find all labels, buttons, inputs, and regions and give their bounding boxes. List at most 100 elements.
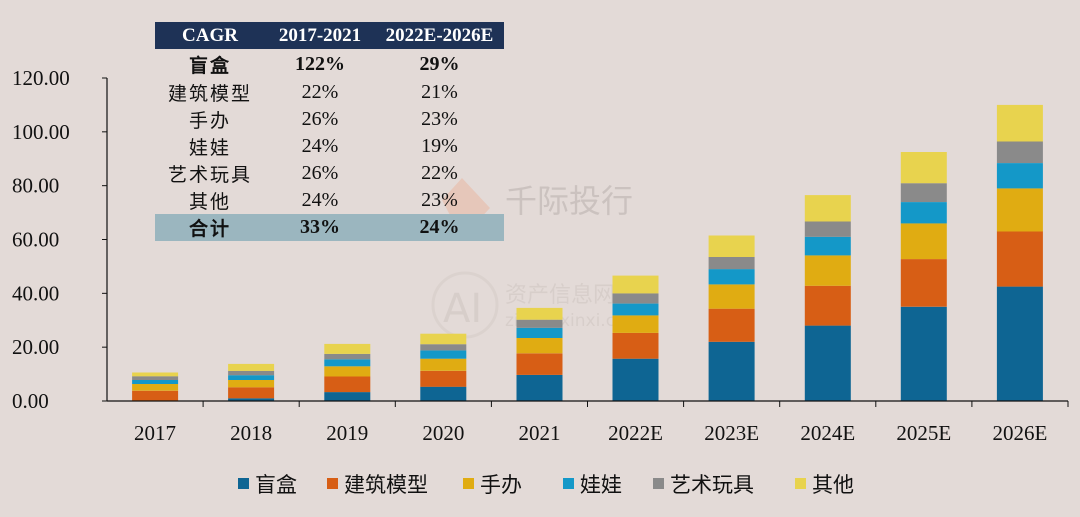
cagr-row-name: 娃娃 xyxy=(188,137,231,159)
bar-segment xyxy=(900,152,947,184)
bar-segment xyxy=(996,286,1043,401)
bar-segment xyxy=(900,306,947,401)
bar-segment xyxy=(804,255,851,286)
bar-segment xyxy=(996,104,1043,142)
bar-segment xyxy=(900,202,947,224)
cagr-row-total: 合计 33% 24% xyxy=(155,214,504,241)
bar-segment xyxy=(420,370,467,387)
bar-segment xyxy=(516,319,563,328)
legend: 盲盒 建筑模型 手办 娃娃 艺术玩具 其他 xyxy=(238,473,854,497)
x-tick-label: 2018 xyxy=(230,421,272,445)
bar-segment xyxy=(132,372,179,377)
bar-segment xyxy=(708,235,755,257)
watermark: 千际投行 AI 资产信息网 zichanxinxi.com xyxy=(431,178,642,339)
legend-swatch xyxy=(653,478,664,489)
cagr-row-value-2: 24% xyxy=(375,214,504,241)
cagr-row-value-1: 26% xyxy=(301,108,339,130)
x-tick-label: 2024E xyxy=(800,421,855,445)
bar-segment xyxy=(228,380,275,388)
bar-segment xyxy=(324,353,371,360)
x-tick-label: 2025E xyxy=(896,421,951,445)
bar-segment xyxy=(996,141,1043,163)
bar-segment xyxy=(420,386,467,401)
cagr-row-value-2: 19% xyxy=(421,135,458,157)
cagr-row-value-1: 24% xyxy=(301,189,339,211)
bar-segment xyxy=(516,327,563,338)
x-tick-label: 2023E xyxy=(704,421,759,445)
bar-segment xyxy=(420,333,467,345)
cagr-row-name: 手办 xyxy=(188,110,231,132)
bar-segment xyxy=(516,374,563,401)
y-tick-label: 120.00 xyxy=(12,66,70,90)
bars xyxy=(132,104,1043,401)
bar-segment xyxy=(708,341,755,401)
bar-segment xyxy=(420,344,467,351)
legend-label: 艺术玩具 xyxy=(670,473,754,497)
bar-segment xyxy=(228,370,275,376)
bar-segment xyxy=(804,236,851,256)
bar-segment xyxy=(996,231,1043,287)
y-tick-label: 0.00 xyxy=(12,389,49,413)
bar-segment xyxy=(804,285,851,326)
legend-label: 建筑模型 xyxy=(344,473,428,497)
x-tick-label: 2026E xyxy=(993,421,1048,445)
cagr-row: 其他 24% 23% xyxy=(155,187,504,214)
x-tick-label: 2020 xyxy=(422,421,464,445)
cagr-row-name: 其他 xyxy=(188,191,231,213)
y-tick-label: 40.00 xyxy=(12,281,59,305)
bar-segment xyxy=(708,257,755,270)
cagr-row-name: 盲盒 xyxy=(188,54,231,77)
legend-label: 娃娃 xyxy=(580,473,622,497)
watermark-brand: 千际投行 xyxy=(505,182,633,220)
bar-segment xyxy=(516,307,563,320)
bar-segment xyxy=(516,338,563,354)
bar-segment xyxy=(228,398,275,401)
bar-segment xyxy=(804,195,851,222)
bar-segment xyxy=(900,183,947,202)
bar-segment xyxy=(612,332,659,359)
y-tick-label: 80.00 xyxy=(12,174,59,198)
bar-segment xyxy=(132,384,179,391)
bar-segment xyxy=(612,275,659,294)
bar-segment xyxy=(996,188,1043,232)
cagr-row-name: 合计 xyxy=(155,214,265,241)
cagr-row-value-1: 24% xyxy=(301,135,339,157)
cagr-row: 艺术玩具 26% 22% xyxy=(155,160,504,187)
cagr-row-value-2: 23% xyxy=(421,189,458,211)
bar-segment xyxy=(324,359,371,367)
cagr-header-period-1: 2017-2021 xyxy=(265,22,375,49)
cagr-row-value-1: 22% xyxy=(301,81,339,103)
y-tick-label: 20.00 xyxy=(12,335,59,359)
bar-segment xyxy=(228,375,275,380)
cagr-row-value-1: 26% xyxy=(301,162,339,184)
cagr-row-name: 艺术玩具 xyxy=(167,164,252,186)
bar-segment xyxy=(324,366,371,377)
bar-segment xyxy=(804,325,851,401)
cagr-row-value-2: 23% xyxy=(421,108,458,130)
bar-segment xyxy=(900,259,947,307)
legend-label: 其他 xyxy=(812,473,854,497)
x-tick-label: 2022E xyxy=(608,421,663,445)
bar-segment xyxy=(324,392,371,401)
axes: 0.00 20.00 40.00 60.00 80.00 100.00 120.00 2017… xyxy=(12,66,1069,445)
watermark-logo-icon xyxy=(442,178,490,238)
cagr-row-value-1: 122% xyxy=(295,52,345,75)
cagr-table-header: CAGR 2017-2021 2022E-2026E xyxy=(155,22,504,49)
cagr-header-period-2: 2022E-2026E xyxy=(375,22,504,49)
bar-segment xyxy=(228,363,275,371)
legend-swatch xyxy=(563,478,574,489)
cagr-row: 手办 26% 23% xyxy=(155,106,504,133)
x-tick-label: 2017 xyxy=(134,421,176,445)
bar-segment xyxy=(132,376,179,380)
bar-segment xyxy=(516,353,563,375)
legend-label: 手办 xyxy=(480,473,522,497)
x-tick-label: 2021 xyxy=(518,421,560,445)
y-tick-label: 60.00 xyxy=(12,228,59,252)
bar-segment xyxy=(708,308,755,342)
bar-segment xyxy=(132,390,179,401)
bar-segment xyxy=(708,284,755,309)
x-tick-label: 2019 xyxy=(326,421,368,445)
bar-segment xyxy=(612,315,659,333)
bar-segment xyxy=(324,376,371,393)
